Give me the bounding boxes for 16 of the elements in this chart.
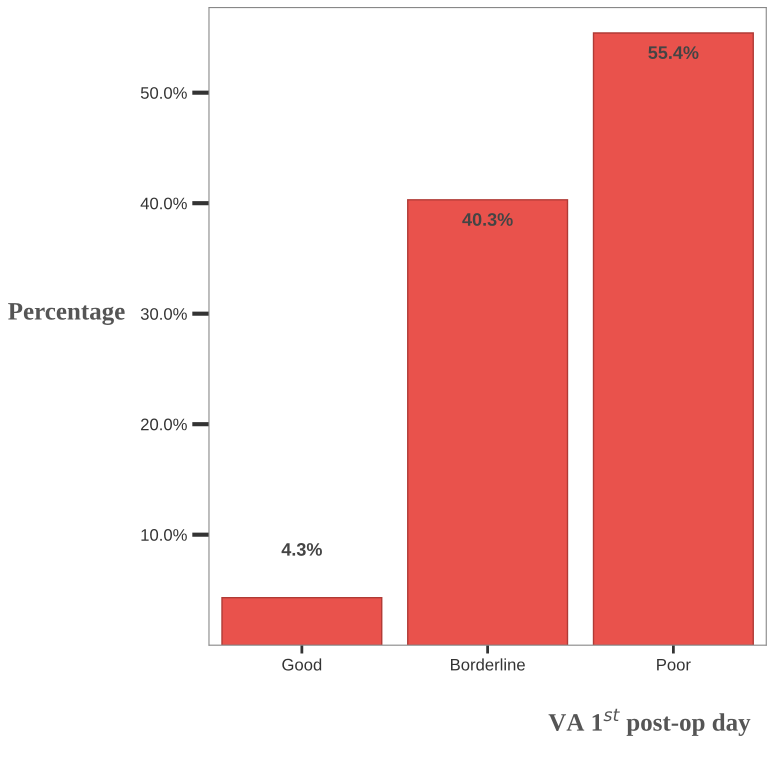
- y-tick-label: 10.0%: [141, 529, 187, 541]
- data-label: 55.4%: [648, 46, 699, 60]
- y-tick-label: 20.0%: [141, 418, 187, 430]
- bar: [592, 32, 754, 646]
- y-tick-label: 30.0%: [140, 308, 187, 320]
- x-tick-label: Borderline: [451, 658, 525, 671]
- bar: [221, 596, 382, 646]
- bar: [407, 199, 568, 646]
- x-axis-title: VA 1$^{st}$ post-op day: [548, 708, 750, 736]
- data-label: 40.3%: [462, 213, 513, 226]
- y-axis-title: Percentage: [8, 303, 125, 325]
- y-tick-label: 40.0%: [140, 198, 187, 210]
- x-tick-label: Good: [282, 658, 322, 671]
- x-tick-label: Poor: [657, 658, 691, 671]
- y-tick-label: 50.0%: [140, 87, 187, 99]
- data-label: 4.3%: [282, 543, 322, 556]
